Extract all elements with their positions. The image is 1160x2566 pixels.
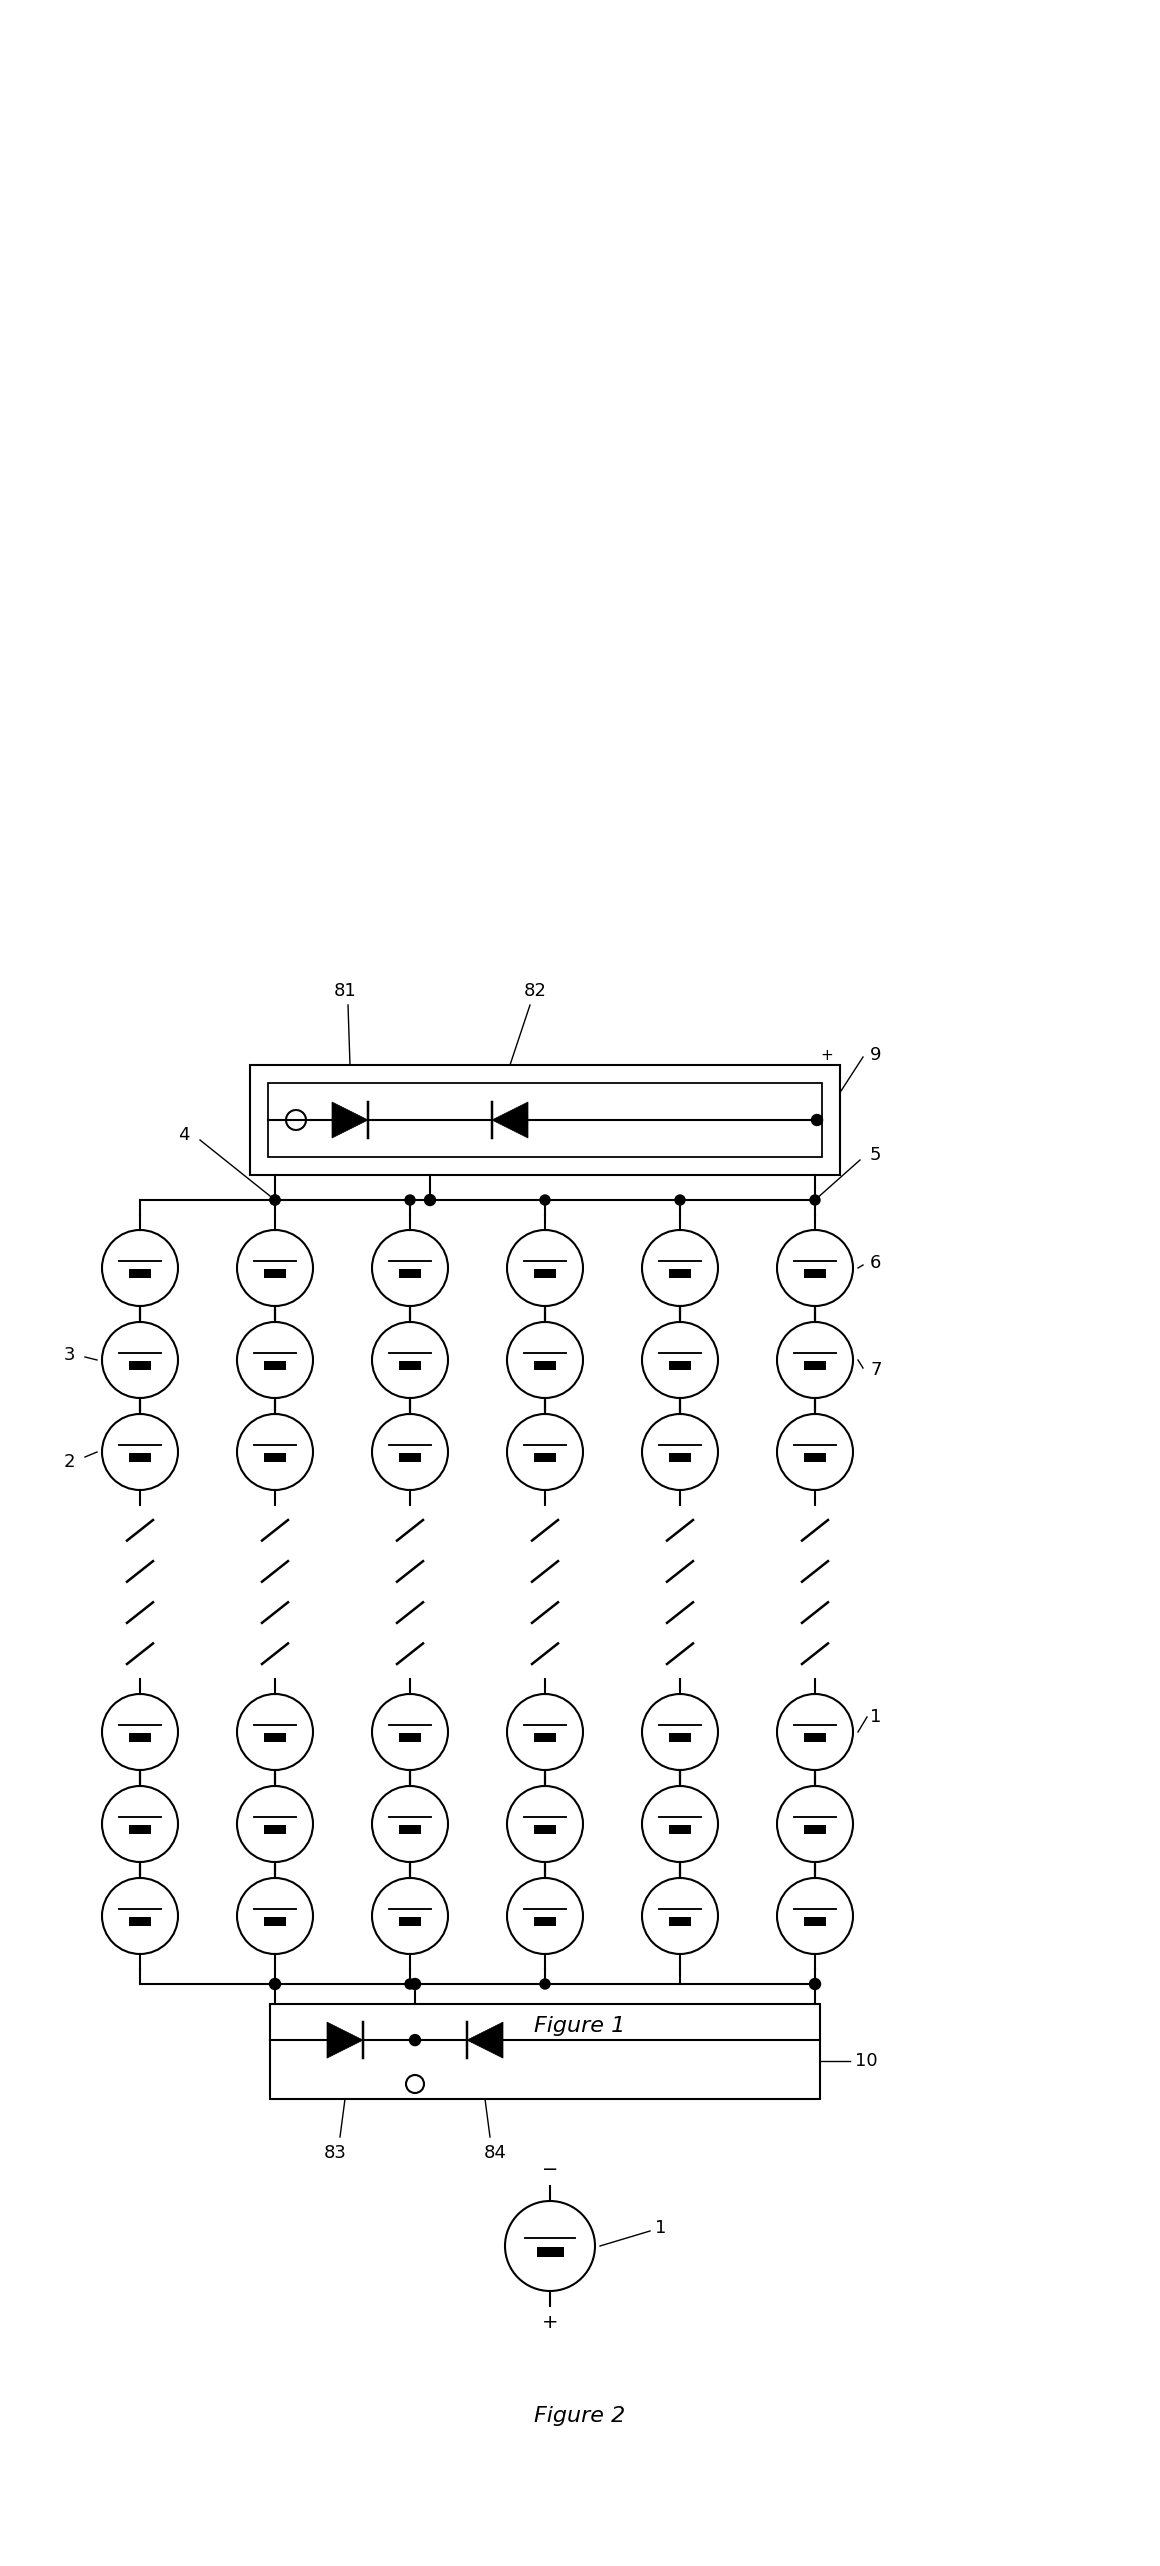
Circle shape xyxy=(287,1111,306,1129)
Bar xyxy=(263,1452,287,1463)
Text: 6: 6 xyxy=(870,1255,882,1273)
Text: 10: 10 xyxy=(855,2053,878,2071)
Bar xyxy=(251,1065,840,1175)
Text: 83: 83 xyxy=(324,2145,347,2163)
Circle shape xyxy=(409,2035,421,2045)
Bar xyxy=(268,1083,822,1157)
Bar xyxy=(270,2004,820,2099)
Circle shape xyxy=(270,1196,280,1206)
Text: +: + xyxy=(542,2312,558,2332)
Bar xyxy=(804,1824,826,1835)
Bar xyxy=(804,1452,826,1463)
Bar xyxy=(668,1732,691,1742)
Text: −: − xyxy=(542,2161,558,2179)
Bar xyxy=(263,1360,287,1370)
Bar xyxy=(804,1270,826,1278)
Circle shape xyxy=(409,1978,421,1989)
Circle shape xyxy=(405,1196,415,1206)
Text: 1: 1 xyxy=(870,1709,882,1727)
Bar xyxy=(534,1917,557,1924)
Bar xyxy=(129,1824,152,1835)
Bar xyxy=(399,1270,421,1278)
Bar xyxy=(668,1270,691,1278)
Polygon shape xyxy=(327,2022,363,2058)
Bar xyxy=(129,1452,152,1463)
Bar xyxy=(263,1917,287,1924)
Text: 7: 7 xyxy=(870,1360,882,1378)
Bar xyxy=(534,1824,557,1835)
Circle shape xyxy=(425,1196,435,1206)
Circle shape xyxy=(810,1196,820,1206)
Text: 2: 2 xyxy=(64,1452,75,1470)
Circle shape xyxy=(675,1196,686,1206)
Bar xyxy=(804,1732,826,1742)
Text: 81: 81 xyxy=(334,983,356,1001)
Bar xyxy=(399,1917,421,1924)
Circle shape xyxy=(541,1196,550,1206)
Bar xyxy=(534,1270,557,1278)
Bar xyxy=(399,1824,421,1835)
Bar xyxy=(534,1452,557,1463)
Polygon shape xyxy=(492,1101,528,1137)
Circle shape xyxy=(406,2076,425,2094)
Bar xyxy=(399,1360,421,1370)
Bar xyxy=(129,1270,152,1278)
Text: 4: 4 xyxy=(179,1126,190,1144)
Bar xyxy=(263,1732,287,1742)
Bar xyxy=(129,1917,152,1924)
Bar xyxy=(263,1824,287,1835)
Text: 1: 1 xyxy=(655,2220,666,2238)
Text: 9: 9 xyxy=(870,1047,882,1065)
Bar xyxy=(534,1360,557,1370)
Circle shape xyxy=(541,1978,550,1989)
Text: 82: 82 xyxy=(523,983,546,1001)
Text: 5: 5 xyxy=(870,1147,882,1165)
Bar xyxy=(263,1270,287,1278)
Bar xyxy=(399,1732,421,1742)
Bar xyxy=(668,1360,691,1370)
Bar xyxy=(534,1732,557,1742)
Text: 3: 3 xyxy=(64,1347,75,1365)
Bar xyxy=(536,2248,564,2258)
Text: +: + xyxy=(820,1047,833,1062)
Circle shape xyxy=(270,1196,280,1206)
Bar xyxy=(804,1917,826,1924)
Circle shape xyxy=(810,1978,820,1989)
Bar xyxy=(399,1452,421,1463)
Circle shape xyxy=(405,1978,415,1989)
Text: Figure 1: Figure 1 xyxy=(535,2017,625,2035)
Circle shape xyxy=(269,1978,281,1989)
Bar xyxy=(668,1452,691,1463)
Polygon shape xyxy=(467,2022,503,2058)
Circle shape xyxy=(812,1114,822,1126)
Bar xyxy=(129,1732,152,1742)
Polygon shape xyxy=(332,1101,368,1137)
Bar xyxy=(668,1917,691,1924)
Bar xyxy=(129,1360,152,1370)
Bar xyxy=(668,1824,691,1835)
Text: Figure 2: Figure 2 xyxy=(535,2407,625,2425)
Bar xyxy=(804,1360,826,1370)
Text: 84: 84 xyxy=(484,2145,507,2163)
